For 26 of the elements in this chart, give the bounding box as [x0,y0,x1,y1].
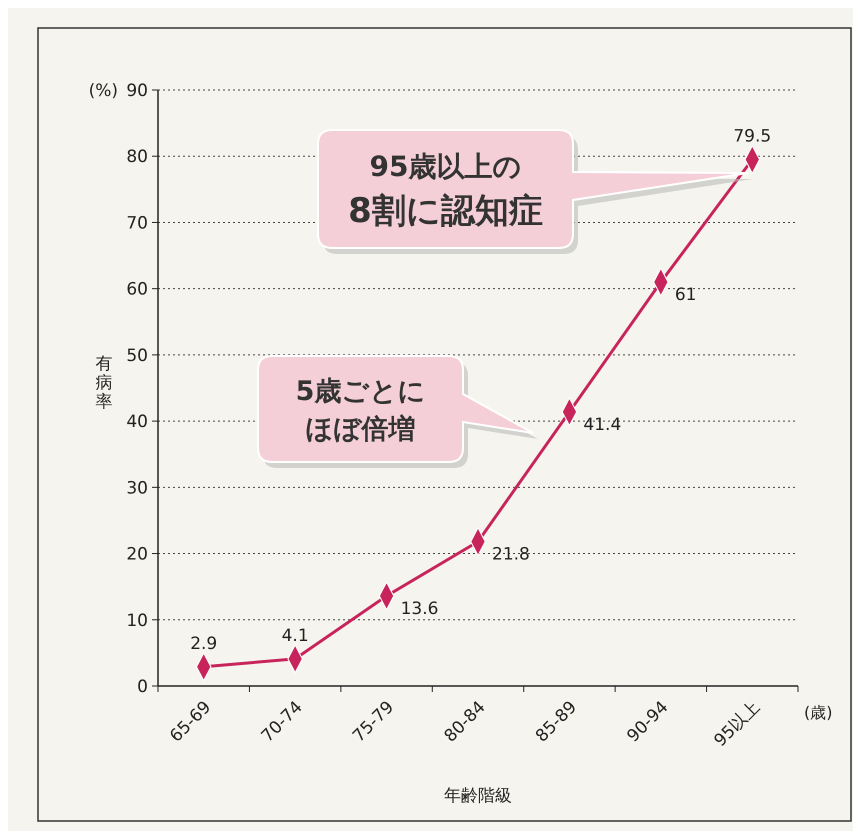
y-tick-label: 40 [126,412,148,432]
data-label: 61 [674,285,696,306]
y-tick-label: 90 [126,81,148,101]
data-label: 2.9 [190,634,218,654]
data-label: 21.8 [492,544,530,565]
annotation: 8割に認知症 [348,191,543,231]
y-axis-title: 有病率 [96,354,112,412]
y-tick-label: 30 [126,478,148,498]
y-tick-label: 10 [126,610,148,631]
y-tick-label: 50 [126,346,148,366]
y-tick-label: 20 [126,544,148,565]
y-tick-label: 80 [126,147,148,168]
y-tick-label: 70 [126,213,148,234]
data-label: 4.1 [282,626,309,646]
x-axis-title: 年齢階級 [444,786,512,806]
annotation: 95歳以上の [370,150,522,183]
data-label: 41.4 [583,414,622,435]
data-label: 79.5 [733,126,772,147]
x-tick-label: 95以上 [710,697,764,751]
data-label: 13.6 [400,598,438,619]
y-tick-label: 60 [126,280,148,300]
annotation: 5歳ごとに [296,376,426,407]
y-tick-label: 0 [137,677,148,697]
annotation: ほぼ倍増 [306,414,416,445]
text: (歳) [804,703,832,722]
text: (%) [88,81,118,101]
